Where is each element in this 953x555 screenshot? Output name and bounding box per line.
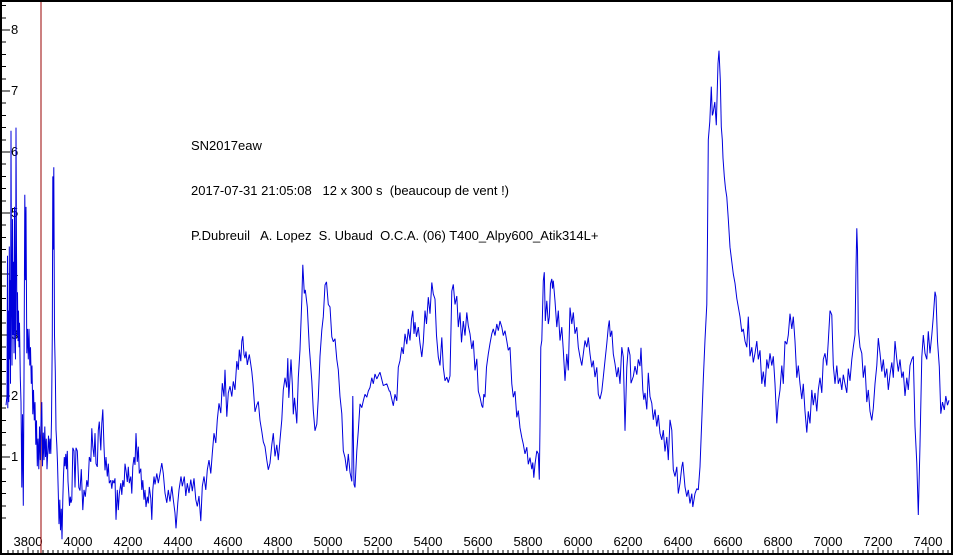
x-axis: 3800 4000 4200 4400 4600 4800 5000 5200 5400 5600… [7,534,949,553]
annotation-observers-line: P.Dubreuil A. Lopez S. Ubaud O.C.A. (06)… [191,228,599,243]
x-tick-label: 7000 [814,534,843,549]
y-tick-label: 3 [11,327,18,342]
y-tick-label: 7 [11,83,18,98]
spectrum-line [5,50,950,540]
x-tick-label: 4600 [214,534,243,549]
y-tick-label: 1 [11,449,18,464]
x-tick-label: 6400 [664,534,693,549]
spectrum-line-group [5,50,950,540]
x-tick-label: 6800 [764,534,793,549]
x-tick-label: 5800 [514,534,543,549]
y-tick-label: 8 [11,22,18,37]
x-tick-label: 4800 [264,534,293,549]
x-tick-label: 3800 [14,534,43,549]
x-tick-label: 4200 [114,534,143,549]
annotation-title: SN2017eaw [191,138,262,153]
x-tick-label: 6000 [564,534,593,549]
x-tick-label: 5200 [364,534,393,549]
x-tick-label: 4400 [164,534,193,549]
x-tick-label: 4000 [64,534,93,549]
x-tick-label: 7200 [864,534,893,549]
x-tick-label: 6600 [714,534,743,549]
x-tick-label: 5600 [464,534,493,549]
x-tick-label: 5400 [414,534,443,549]
x-tick-label: 6200 [614,534,643,549]
annotation-date-line: 2017-07-31 21:05:08 12 x 300 s (beaucoup… [191,183,510,198]
x-tick-label: 5000 [314,534,343,549]
annotation-block: SN2017eaw 2017-07-31 21:05:08 12 x 300 s… [191,108,598,273]
y-tick-label: 2 [11,388,18,403]
y-tick-label: 6 [11,144,18,159]
x-tick-label: 7400 [914,534,943,549]
